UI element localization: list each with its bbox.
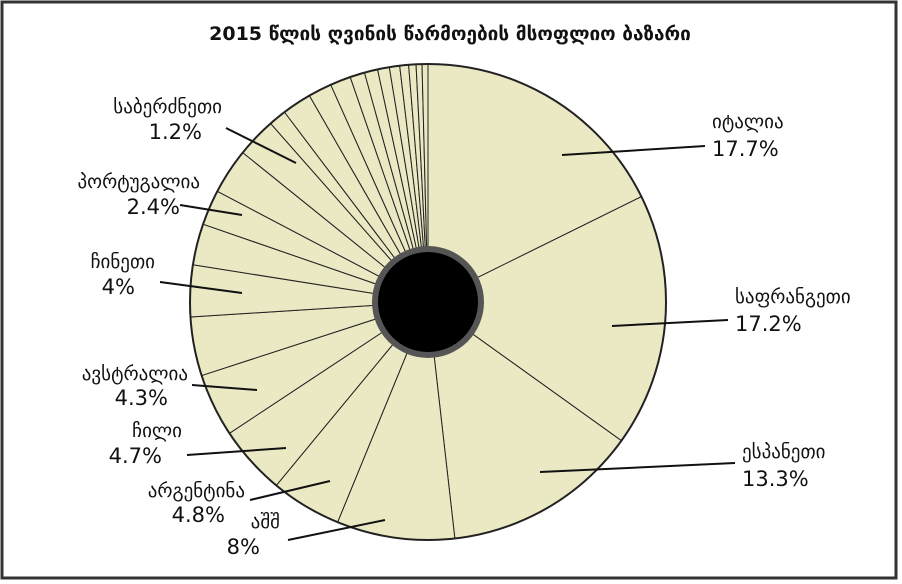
- leader-line: [191, 384, 258, 391]
- pie-outline: [189, 63, 667, 541]
- slice-label: ესპანეთი: [742, 441, 826, 463]
- value-label: 13.3%: [742, 467, 809, 491]
- slice-label: საბერძნეთი: [113, 96, 222, 118]
- slice-label: აშშ: [251, 511, 280, 533]
- leader-line: [249, 480, 331, 501]
- slice-label: იტალია: [712, 111, 784, 133]
- slice-label: საფრანგეთი: [735, 286, 851, 308]
- leader-line: [186, 447, 287, 456]
- value-label: 17.2%: [735, 312, 802, 336]
- leader-line: [159, 281, 243, 294]
- slice-label: ავსტრალია: [82, 363, 188, 385]
- value-label: 8%: [227, 535, 260, 559]
- value-label: 1.2%: [149, 120, 202, 144]
- leader-line: [287, 519, 386, 541]
- leader-line: [611, 319, 729, 327]
- value-label: 4.3%: [115, 386, 168, 410]
- center-hole: [378, 252, 478, 352]
- leader-line: [225, 127, 297, 164]
- slice-label: ჩილი: [132, 420, 182, 442]
- value-label: 4%: [102, 275, 135, 299]
- value-label: 2.4%: [127, 195, 180, 219]
- slice-label: პორტუგალია: [78, 171, 200, 193]
- value-label: 4.7%: [109, 444, 162, 468]
- leader-line: [179, 204, 243, 216]
- value-label: 17.7%: [712, 137, 779, 161]
- slice-label: ჩინეთი: [91, 251, 155, 273]
- value-label: 4.8%: [172, 503, 225, 527]
- leader-line: [561, 145, 706, 156]
- leader-line: [539, 462, 736, 473]
- slice-label: არგენტინა: [148, 480, 245, 502]
- chart-title: 2015 წლის ღვინის წარმოების მსოფლიო ბაზარ…: [209, 23, 691, 45]
